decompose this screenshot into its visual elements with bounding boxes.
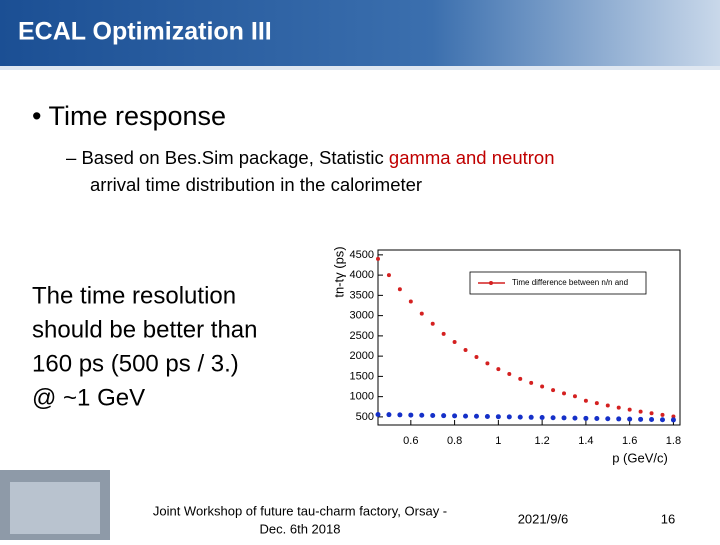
footer-event: Dec. 6th 2018 <box>260 521 341 536</box>
bullet-text: Time response <box>48 101 226 131</box>
y-axis-label: tn-tγ (ps) <box>331 246 346 297</box>
data-point <box>594 416 600 422</box>
data-point <box>627 416 633 422</box>
y-tick-label: 3000 <box>350 310 374 322</box>
building-photo-detail <box>10 482 100 534</box>
x-axis-label: p (GeV/c) <box>612 450 668 465</box>
data-point <box>517 414 523 420</box>
data-point <box>529 380 534 385</box>
chart: 500 1000 1500 2000 2500 3000 3500 4000 4500 0.6 0.… <box>331 246 681 465</box>
data-point <box>463 413 469 419</box>
data-point <box>419 412 425 418</box>
data-point <box>583 398 588 403</box>
data-point <box>376 256 380 261</box>
y-tick-label: 2000 <box>350 350 374 362</box>
legend-label: Time difference between n/n and <box>512 278 628 287</box>
data-point <box>474 354 479 359</box>
data-point <box>441 413 447 419</box>
side-text: @ ~1 GeV <box>32 384 145 411</box>
data-point <box>386 273 391 278</box>
x-tick-label: 1.6 <box>622 435 637 447</box>
data-point <box>562 391 567 396</box>
x-tick-label: 0.6 <box>403 435 418 447</box>
data-point <box>506 414 512 420</box>
side-text: 160 ps (500 ps / 3.) <box>32 350 239 377</box>
y-tick-label: 1000 <box>350 391 374 403</box>
data-point <box>670 417 676 423</box>
data-point <box>397 412 403 418</box>
data-point <box>551 388 556 393</box>
data-point <box>473 413 479 419</box>
x-tick-label: 1.2 <box>534 435 549 447</box>
data-point <box>649 411 654 416</box>
x-tick-label: 1 <box>495 435 501 447</box>
sub-bullet: – Based on Bes.Sim package, Statistic ga… <box>66 147 555 168</box>
data-point <box>408 299 413 304</box>
data-point <box>430 412 436 418</box>
data-point <box>605 403 610 408</box>
data-point <box>616 416 622 422</box>
data-point <box>495 414 501 420</box>
data-point <box>671 414 676 419</box>
data-point <box>583 415 589 421</box>
footer-date: 2021/9/6 <box>518 511 569 526</box>
data-point <box>572 415 578 421</box>
y-tick-label: 1500 <box>350 370 374 382</box>
bullet: • Time response <box>32 101 226 131</box>
y-tick-label: 4500 <box>350 249 374 261</box>
data-point <box>441 331 446 336</box>
sub-bullet-text: Based on Bes.Sim package, Statistic <box>81 147 388 168</box>
sub-bullet-text: arrival time distribution in the calorim… <box>90 174 422 195</box>
data-point <box>452 413 458 419</box>
y-tick-label: 500 <box>356 411 374 423</box>
data-point <box>484 413 490 419</box>
y-tick-label: 3500 <box>350 289 374 301</box>
data-point <box>605 416 611 422</box>
side-text: should be better than <box>32 316 258 343</box>
y-tick-label: 2500 <box>350 330 374 342</box>
y-tick-label: 4000 <box>350 269 374 281</box>
data-point <box>649 417 655 423</box>
data-point <box>452 339 457 344</box>
x-tick-label: 0.8 <box>447 435 462 447</box>
data-point <box>397 287 402 292</box>
data-point <box>638 409 643 414</box>
data-point <box>518 376 523 381</box>
x-tick-label: 1.4 <box>578 435 593 447</box>
data-point <box>540 384 545 389</box>
side-text: The time resolution <box>32 282 236 309</box>
data-point <box>528 414 534 420</box>
sub-bullet-highlight: gamma and neutron <box>389 147 555 168</box>
data-point <box>507 371 512 376</box>
data-point <box>660 412 665 417</box>
data-point <box>496 367 501 372</box>
footer-event: Joint Workshop of future tau-charm facto… <box>153 503 447 518</box>
x-tick-label: 1.8 <box>666 435 681 447</box>
data-point <box>463 348 468 353</box>
title-rule <box>0 66 720 70</box>
data-point <box>594 401 599 406</box>
legend <box>469 271 647 295</box>
data-point <box>539 415 545 421</box>
data-point <box>561 415 567 421</box>
data-point <box>375 411 381 417</box>
data-point <box>419 311 424 316</box>
data-point <box>430 321 435 326</box>
data-point <box>627 407 632 412</box>
data-point <box>638 416 644 422</box>
slide-title: ECAL Optimization III <box>18 18 272 46</box>
data-point <box>616 405 621 410</box>
data-point <box>550 415 556 421</box>
data-point <box>659 417 665 423</box>
data-point <box>485 361 490 366</box>
title-bar <box>0 0 720 66</box>
data-point <box>572 394 577 399</box>
footer-page: 16 <box>661 511 675 526</box>
data-point <box>408 412 414 418</box>
data-point <box>386 412 392 418</box>
legend-marker <box>489 281 493 285</box>
